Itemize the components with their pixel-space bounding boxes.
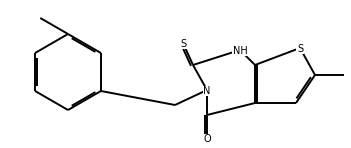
Text: S: S [297,44,303,54]
Text: O: O [203,134,211,144]
Text: S: S [180,39,186,49]
Text: NH: NH [233,46,247,56]
Text: N: N [203,86,211,96]
